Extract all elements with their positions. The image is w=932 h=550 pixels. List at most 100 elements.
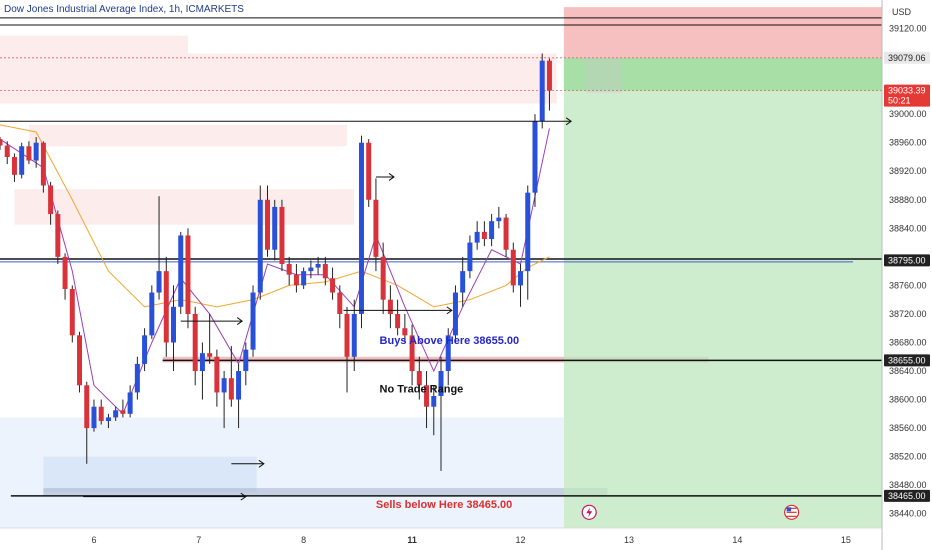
- time-axis[interactable]: 6 7 8 11 12 13 14 15: [0, 527, 882, 545]
- candle-body: [236, 371, 242, 400]
- annotation-1: No Trade Range: [380, 383, 464, 395]
- candle-body: [496, 217, 502, 222]
- candle-body: [525, 192, 531, 272]
- candle-body: [337, 292, 343, 314]
- candle: [149, 285, 155, 339]
- candle-body: [142, 335, 148, 364]
- zone-10: [563, 90, 882, 529]
- candle: [330, 267, 336, 300]
- arrow-3: [375, 173, 395, 181]
- price-axis[interactable]: USD 39120.00 39000.00 38960.00 38920.00 3888…: [881, 0, 932, 550]
- y-tick-label: 38840.00: [889, 223, 927, 233]
- candle-body: [395, 313, 401, 329]
- candle: [207, 313, 213, 364]
- candle-body: [105, 417, 111, 421]
- arrow-2: [343, 306, 453, 315]
- candle-body: [207, 353, 213, 357]
- candle: [431, 385, 437, 436]
- moving-averages-layer: [0, 124, 550, 415]
- candle: [510, 242, 516, 293]
- candle: [532, 114, 538, 207]
- candle-body: [26, 146, 32, 161]
- candle-body: [199, 353, 205, 372]
- candle-body: [467, 242, 473, 272]
- candle: [33, 136, 39, 168]
- candles-layer: [0, 53, 552, 471]
- candle-body: [366, 142, 372, 200]
- candle-body: [4, 145, 10, 157]
- candle: [460, 256, 466, 307]
- candle: [171, 285, 177, 372]
- candle: [185, 228, 191, 329]
- candle: [84, 381, 90, 464]
- candle-body: [98, 406, 104, 421]
- candle-body: [62, 256, 68, 289]
- candle: [91, 399, 97, 432]
- y-tick-label: 38680.00: [889, 337, 927, 347]
- candle: [77, 331, 83, 393]
- candle: [489, 214, 495, 247]
- zone-5: [43, 456, 257, 493]
- price-tag-bg: [884, 254, 930, 267]
- candle-body: [171, 306, 177, 343]
- y-tick-label: 39120.00: [889, 24, 927, 34]
- zone-9: [563, 57, 882, 91]
- candle: [48, 181, 54, 225]
- candle-body: [308, 267, 314, 272]
- candle: [221, 371, 227, 429]
- candle-body: [373, 199, 379, 257]
- price-tag-timer: 50:21: [888, 96, 911, 106]
- candle: [19, 142, 25, 179]
- candle: [337, 285, 343, 329]
- us-flag-icon: [784, 504, 800, 520]
- y-tick-label: 38760.00: [889, 280, 927, 290]
- y-tick-label: 38640.00: [889, 366, 927, 376]
- candle: [373, 178, 379, 272]
- price-tag-label: 39033.39: [888, 86, 926, 96]
- candle: [344, 306, 350, 393]
- candle-body: [452, 292, 458, 336]
- candle-body: [19, 146, 25, 175]
- candle-body: [40, 142, 46, 186]
- arrow-head: [565, 117, 573, 126]
- candle-body: [380, 256, 386, 300]
- candle-body: [322, 264, 328, 279]
- candle-body: [532, 121, 538, 193]
- candle: [402, 313, 408, 343]
- annotations-layer: Buys Above Here 38655.00 No Trade Range Se…: [376, 335, 519, 511]
- arrow-head: [236, 317, 244, 325]
- candle: [62, 253, 68, 300]
- x-tick-label: 6: [91, 535, 96, 545]
- x-tick-label: 14: [732, 535, 742, 545]
- candle-body: [438, 371, 444, 396]
- candle-body: [481, 231, 487, 240]
- x-tick-label: 8: [301, 535, 306, 545]
- x-tick-label: 12: [516, 535, 526, 545]
- candle: [395, 299, 401, 336]
- y-tick-label: 38480.00: [889, 480, 927, 490]
- candle-body: [351, 313, 357, 357]
- candle: [250, 285, 256, 357]
- zone-1: [0, 53, 557, 104]
- candle-body: [178, 235, 184, 307]
- candle: [4, 141, 10, 165]
- candle: [120, 399, 126, 418]
- candle-body: [69, 288, 75, 336]
- candle-body: [156, 271, 162, 293]
- candle-body: [163, 271, 169, 343]
- price-tag-label: 38655.00: [888, 355, 926, 365]
- ema-fast-line: [0, 128, 550, 415]
- candle-body: [134, 363, 140, 393]
- candle-body: [257, 199, 263, 293]
- y-tick-label: 38920.00: [889, 166, 927, 176]
- y-tick-label: 38960.00: [889, 138, 927, 148]
- candle-body: [33, 142, 39, 161]
- candle-body: [402, 328, 408, 336]
- icons-layer: [581, 504, 800, 520]
- zone-2: [28, 124, 348, 147]
- candle: [228, 346, 234, 407]
- candle-body: [409, 335, 415, 372]
- candle-body: [358, 142, 364, 314]
